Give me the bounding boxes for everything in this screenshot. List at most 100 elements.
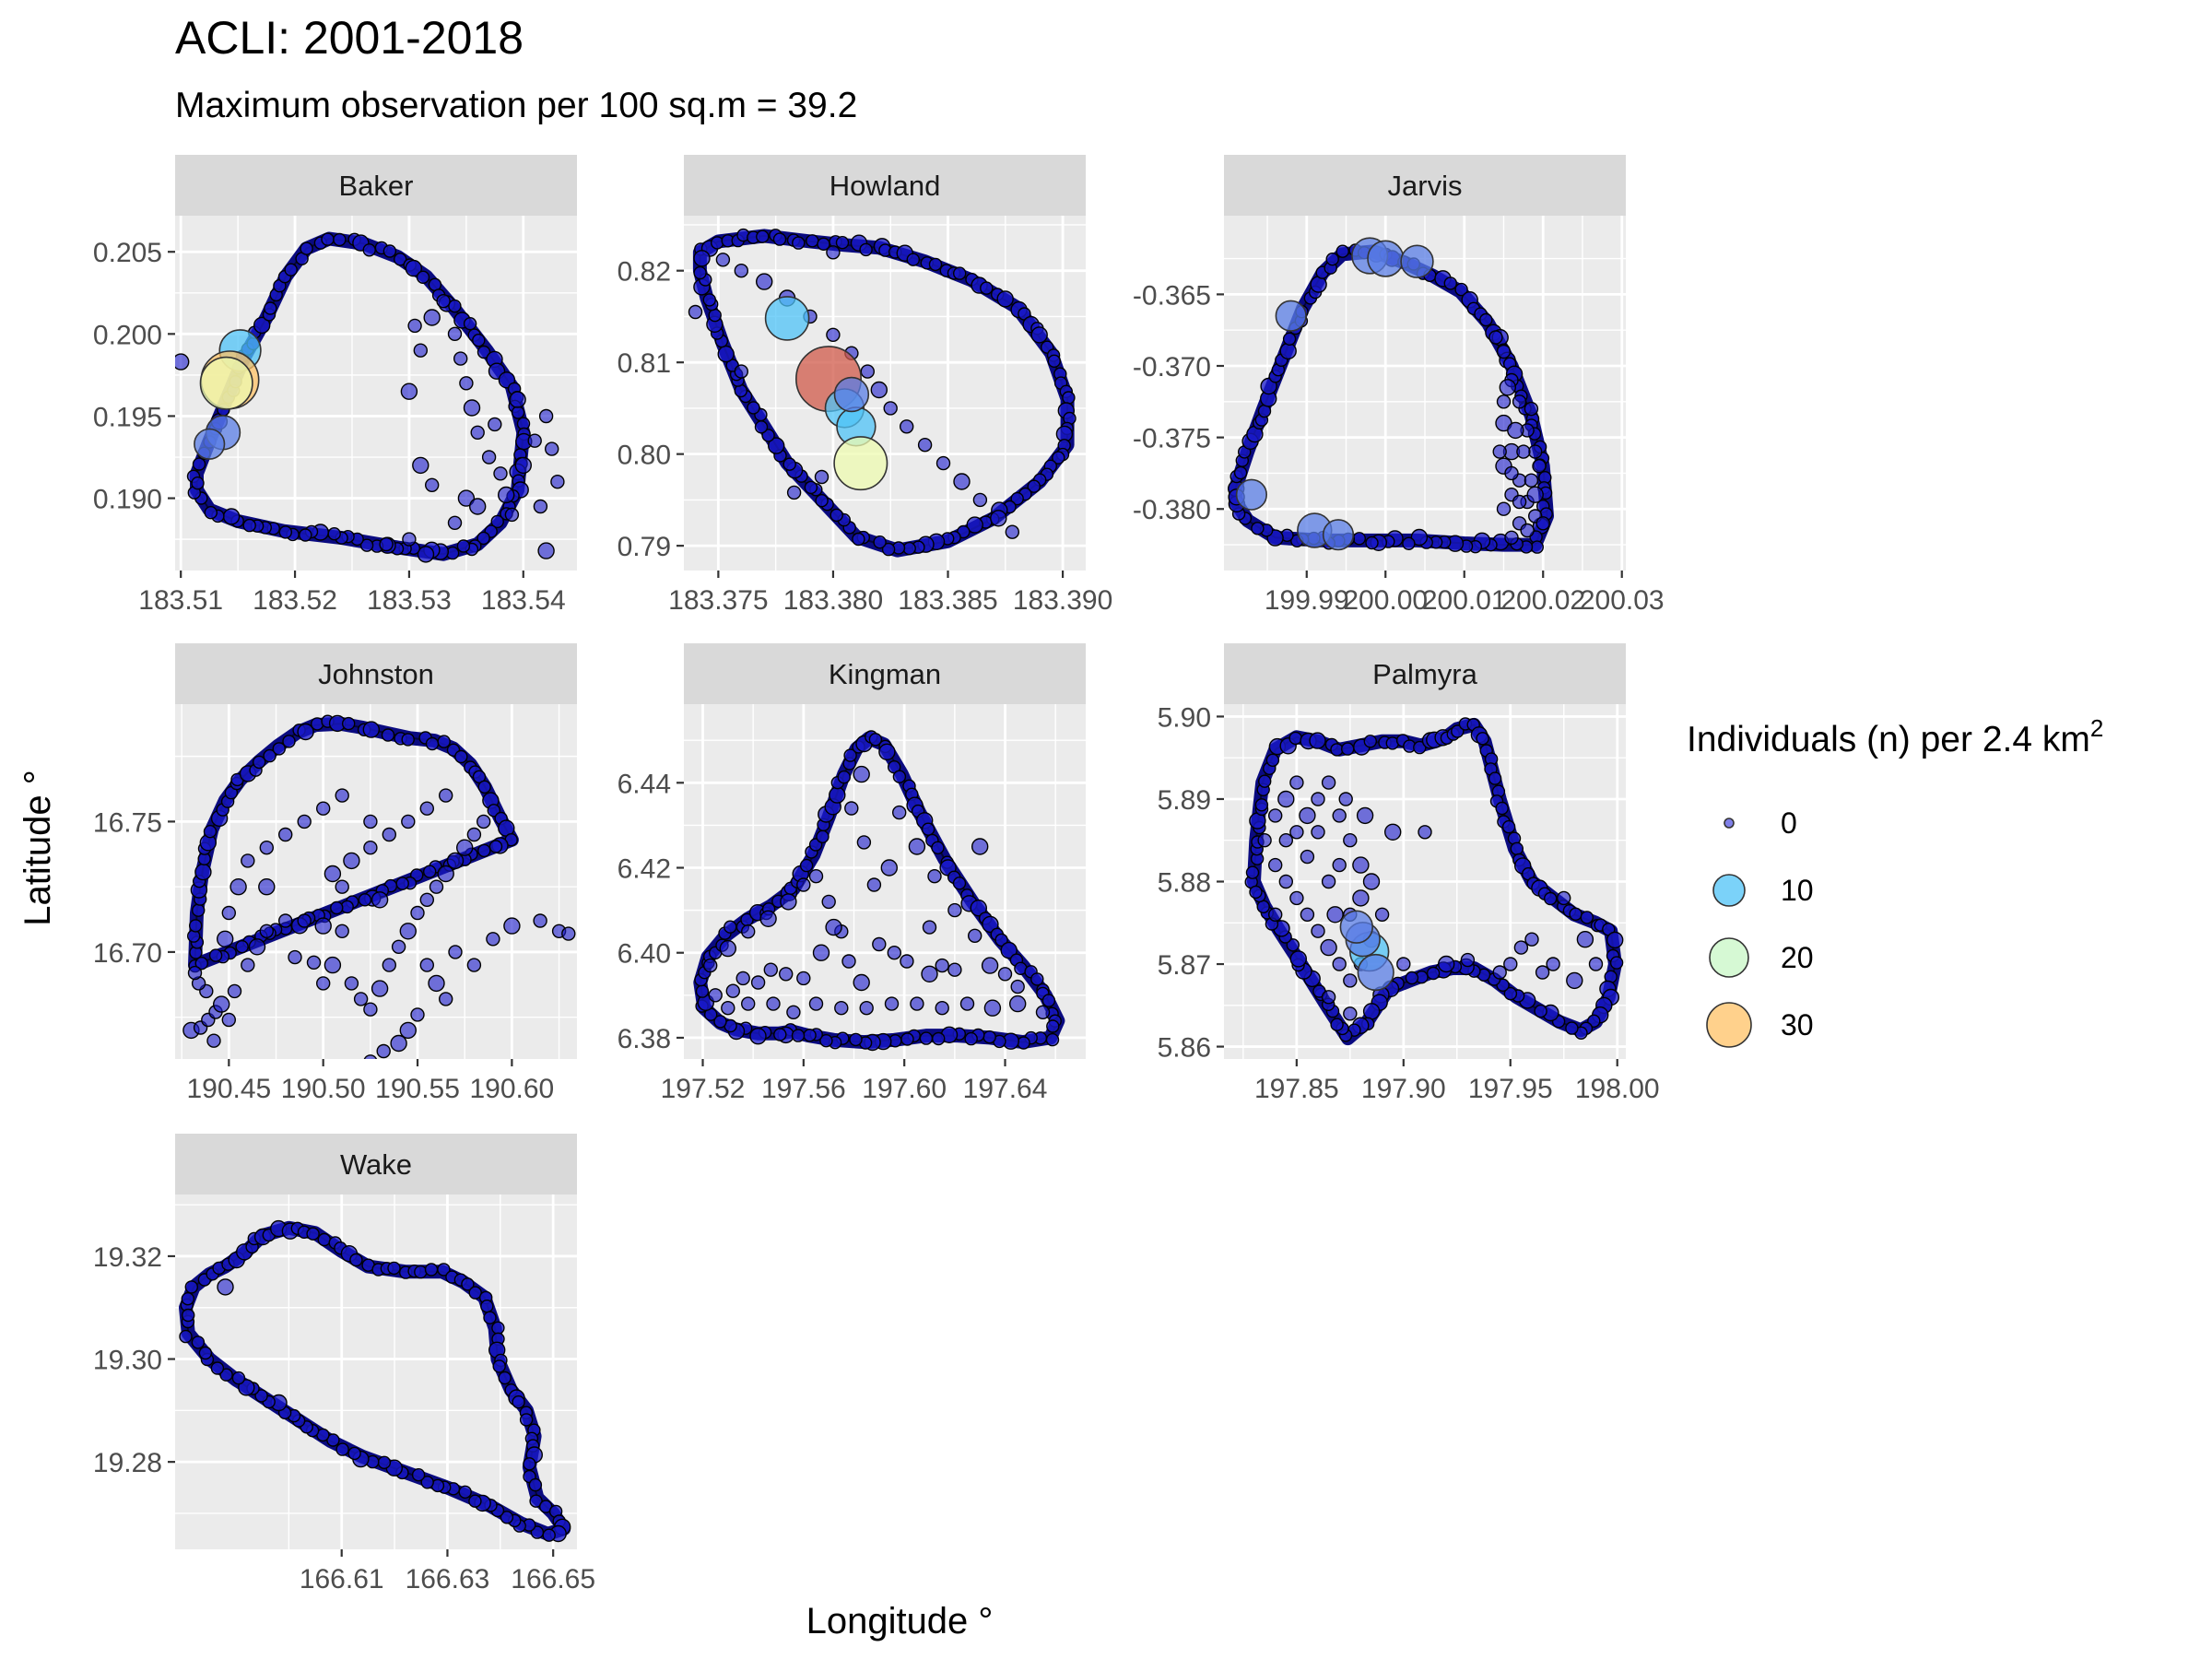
y-tick-label: 0.200: [93, 320, 162, 350]
y-tick-label: 16.75: [93, 807, 162, 838]
survey-point: [405, 259, 422, 277]
observation-point: [833, 376, 870, 413]
survey-point: [1580, 911, 1594, 924]
survey-point: [1513, 940, 1529, 955]
survey-point: [347, 1446, 361, 1461]
survey-point: [990, 510, 1007, 527]
survey-point: [1286, 938, 1300, 952]
survey-point: [1267, 907, 1283, 922]
survey-point: [278, 913, 293, 928]
survey-point: [695, 984, 710, 998]
data-points: [1227, 237, 1554, 554]
survey-point: [206, 1033, 221, 1048]
survey-point: [314, 917, 332, 935]
survey-point: [1576, 931, 1594, 948]
survey-point: [750, 975, 766, 990]
survey-point: [254, 1389, 268, 1403]
survey-point: [1396, 957, 1411, 971]
survey-point: [203, 825, 218, 839]
survey-point: [1413, 740, 1427, 755]
survey-point: [1556, 890, 1571, 906]
x-tick-label: 200.02: [1500, 585, 1585, 616]
survey-point: [477, 814, 491, 830]
y-tick-label: 0.80: [618, 441, 671, 471]
survey-point: [194, 863, 212, 881]
survey-point: [756, 229, 770, 243]
y-tick-label: 6.42: [618, 854, 671, 885]
survey-point: [763, 962, 778, 977]
survey-point: [982, 1030, 996, 1044]
survey-point: [835, 236, 850, 250]
survey-point: [693, 265, 707, 280]
facet-strip: [684, 643, 1086, 704]
x-tick-label: 197.56: [761, 1074, 846, 1104]
survey-point: [1335, 244, 1349, 258]
survey-point: [439, 788, 453, 803]
survey-point: [321, 232, 335, 246]
survey-point: [381, 728, 395, 742]
survey-point: [1332, 808, 1347, 823]
survey-point: [1010, 491, 1024, 506]
y-tick-label: 16.70: [93, 938, 162, 969]
survey-point: [996, 290, 1014, 308]
survey-point: [198, 1346, 213, 1360]
survey-point: [878, 743, 896, 760]
y-tick-label: -0.365: [1133, 280, 1211, 311]
legend-title-main: Individuals (n) per 2.4 km: [1687, 720, 2090, 759]
survey-point: [550, 475, 565, 489]
survey-point: [179, 1329, 193, 1344]
survey-point: [472, 334, 486, 347]
survey-point: [1535, 965, 1550, 980]
survey-point: [1289, 775, 1304, 790]
y-tick-label: 6.38: [618, 1024, 671, 1054]
survey-point: [1488, 330, 1503, 345]
survey-point: [1289, 890, 1304, 906]
survey-point: [446, 852, 465, 870]
observation-point: [1339, 910, 1374, 944]
survey-point: [1309, 732, 1326, 749]
survey-point: [459, 376, 474, 391]
survey-point: [1254, 798, 1269, 812]
survey-point: [1524, 473, 1539, 488]
survey-point: [382, 244, 397, 258]
survey-point: [486, 932, 500, 947]
y-tick-label: 0.205: [93, 238, 162, 268]
survey-point: [1352, 532, 1367, 546]
survey-point: [880, 859, 898, 877]
survey-point: [306, 1227, 320, 1241]
survey-point: [1257, 833, 1272, 848]
survey-point: [1606, 931, 1624, 949]
survey-point: [401, 733, 415, 747]
facet-johnston: Johnston 190.45 190.50 190.55 190.60 16.70 16.…: [93, 643, 577, 1104]
survey-point: [782, 457, 796, 471]
survey-point: [1233, 465, 1248, 480]
y-tick-label: 19.30: [93, 1346, 162, 1376]
y-tick-label: -0.380: [1133, 495, 1211, 525]
survey-point: [327, 527, 341, 541]
survey-point: [410, 1007, 425, 1022]
survey-point: [491, 1321, 505, 1335]
survey-point: [713, 1015, 727, 1029]
x-tick-label: 183.375: [668, 585, 768, 616]
x-tick-label: 197.52: [661, 1074, 746, 1104]
survey-point: [1257, 774, 1272, 788]
survey-point: [1535, 516, 1550, 531]
survey-point: [721, 1000, 735, 1016]
survey-point: [387, 1261, 401, 1276]
survey-point: [808, 869, 824, 884]
axes: 197.85 197.90 197.95 198.00 5.86 5.87 5.88 5.89…: [1158, 702, 1660, 1104]
survey-point: [210, 1361, 225, 1375]
survey-point: [217, 1278, 234, 1296]
survey-point: [483, 1311, 497, 1324]
survey-point: [419, 958, 434, 972]
observation-point: [1322, 519, 1355, 551]
survey-point: [1332, 857, 1347, 873]
survey-point: [395, 877, 409, 890]
x-tick-label: 183.52: [253, 585, 337, 616]
survey-point: [448, 299, 462, 313]
y-axis-label: Latitude °: [18, 770, 58, 925]
survey-point: [859, 1000, 874, 1016]
data-points: [175, 231, 565, 563]
survey-point: [919, 1031, 934, 1045]
facet-strip-label: Jarvis: [1388, 170, 1463, 202]
